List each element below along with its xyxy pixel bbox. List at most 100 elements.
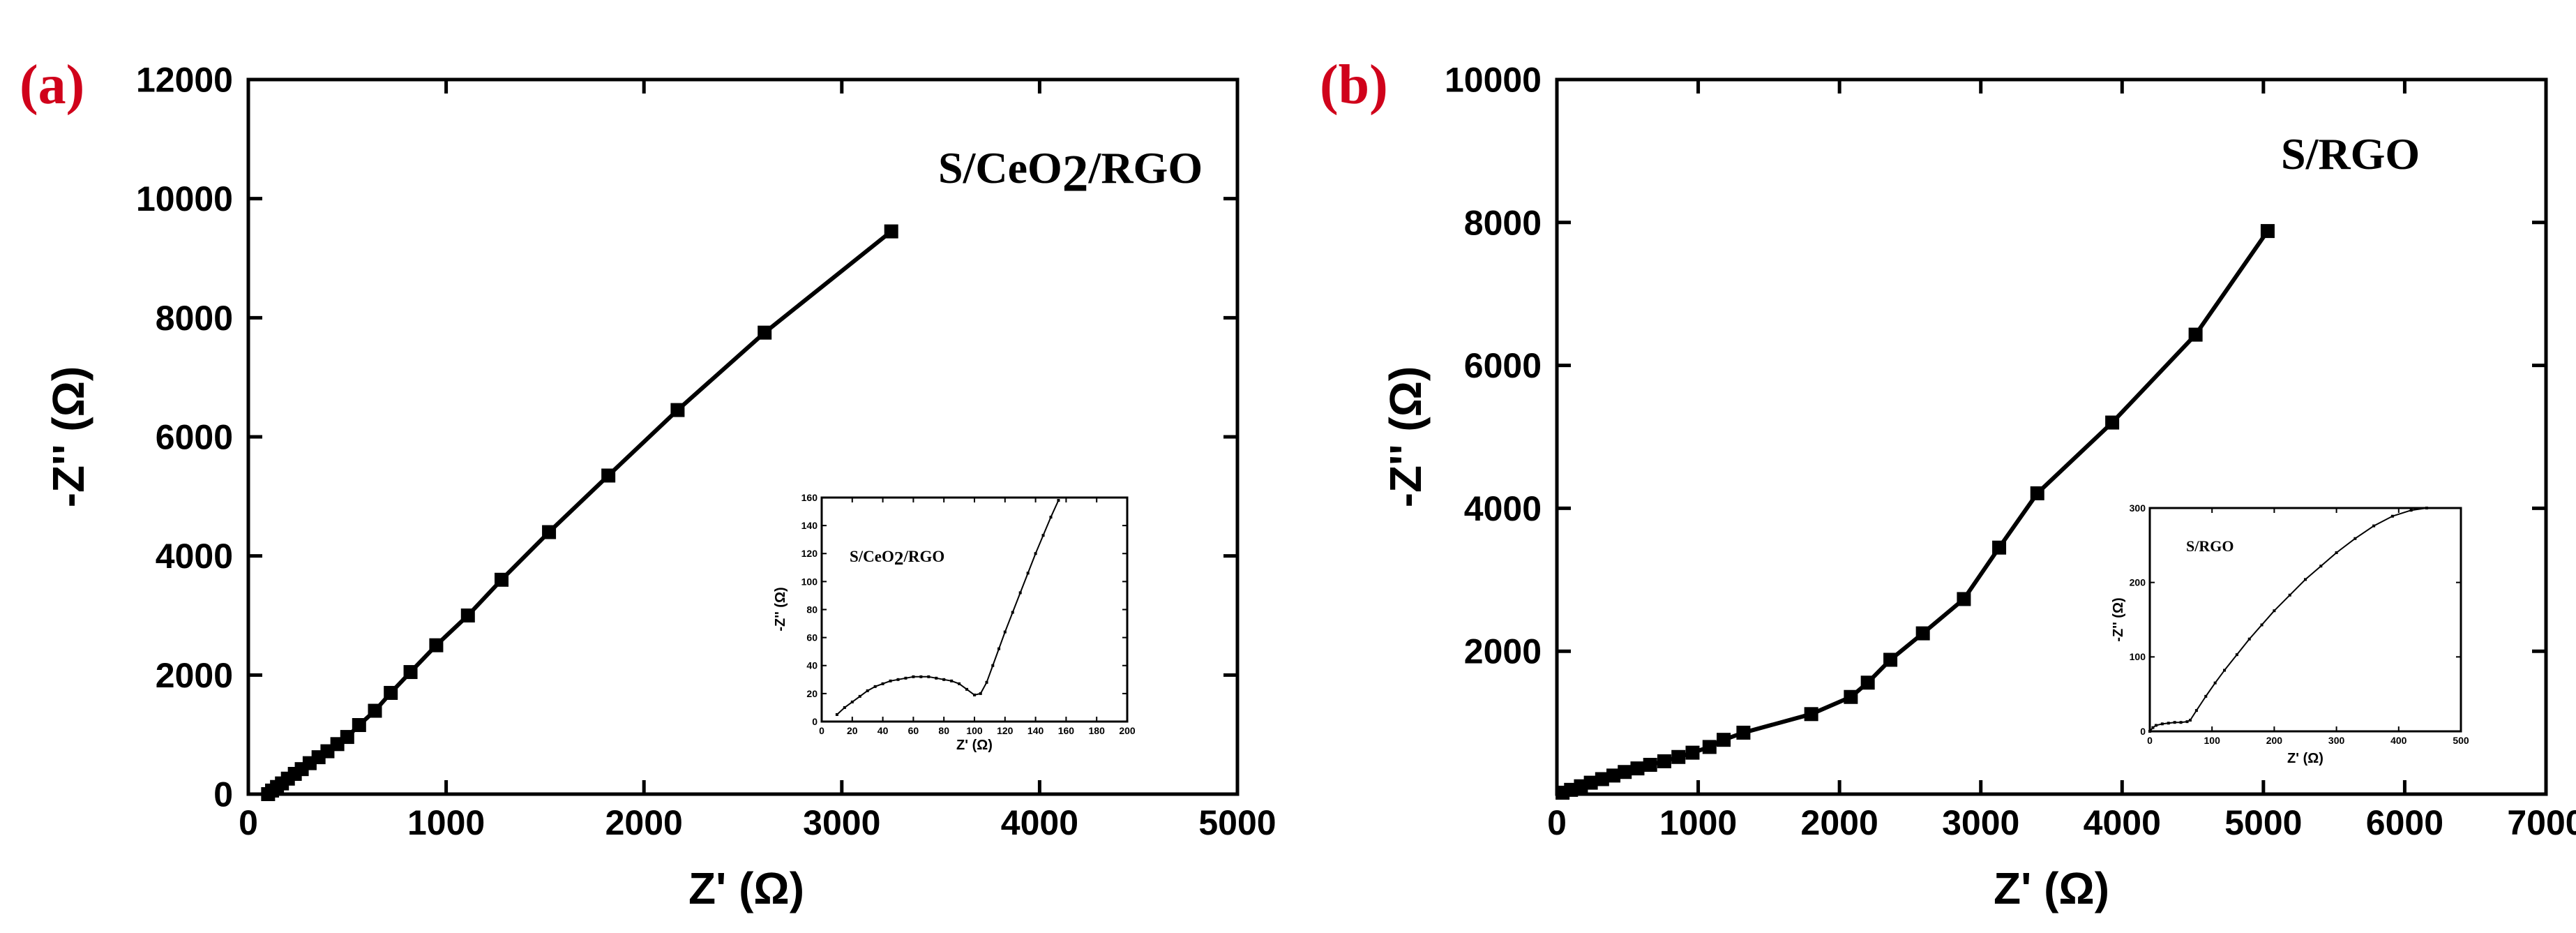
x-tick-label: 2000 <box>605 803 683 842</box>
inset-data-point <box>889 679 892 682</box>
inset-data-point <box>2260 623 2264 627</box>
inset-data-point <box>835 712 838 716</box>
x-tick-label: 6000 <box>2366 803 2443 842</box>
inset-x-tick-label: 200 <box>2266 735 2283 746</box>
inset-data-point <box>2188 719 2192 722</box>
data-point <box>495 572 509 587</box>
x-tick-label: 5000 <box>2224 803 2302 842</box>
inset-y-tick-label: 120 <box>801 548 818 559</box>
data-point <box>601 468 616 483</box>
inset-data-point <box>985 680 988 684</box>
x-tick-label: 1000 <box>1659 803 1737 842</box>
inset-x-axis-label: Z' (Ω) <box>2287 751 2323 766</box>
data-point <box>758 325 772 340</box>
data-point <box>884 224 898 239</box>
y-tick-label: 4000 <box>156 537 233 576</box>
inset-chart-b: 0 100 200 300 400 500 0 100 200 300 Z' (Ω) -Z'' (Ω)… <box>2111 502 2469 766</box>
inset-data-point <box>2160 722 2164 726</box>
data-point <box>1992 540 2007 555</box>
inset-data-point <box>843 706 846 709</box>
series-legend-label: S/CeO2/RGO <box>938 143 1203 203</box>
data-point <box>1618 765 1632 779</box>
data-point <box>429 638 444 652</box>
inset-x-tick-label: 20 <box>847 725 858 736</box>
data-point <box>1643 758 1657 772</box>
x-tick-label: 7000 <box>2507 803 2576 842</box>
inset-y-axis-label: -Z'' (Ω) <box>773 587 788 631</box>
data-point <box>1702 740 1717 754</box>
y-axis-label: -Z'' (Ω) <box>43 366 93 508</box>
inset-data-point <box>2167 722 2170 725</box>
y-tick-label: 12000 <box>136 61 233 100</box>
inset-data-point <box>2247 637 2251 641</box>
inset-data-point <box>896 678 900 681</box>
inset-data-point <box>2223 669 2227 672</box>
data-point <box>1685 745 1700 760</box>
inset-data-point <box>935 676 938 680</box>
inset-data-point <box>2304 578 2307 581</box>
series-legend-label-part: S/CeO <box>938 143 1062 193</box>
inset-data-point <box>991 664 995 667</box>
data-point <box>1583 775 1598 790</box>
inset-data-point <box>927 675 931 678</box>
inset-y-tick-label: 300 <box>2130 502 2146 514</box>
inset-data-point <box>1049 516 1053 519</box>
data-point <box>1595 772 1609 786</box>
data-point <box>2260 224 2275 239</box>
y-tick-label: 8000 <box>156 299 233 338</box>
inset-data-point <box>2273 609 2276 613</box>
inset-data-point <box>965 687 969 691</box>
inset-y-tick-label: 20 <box>806 688 818 699</box>
data-point <box>460 609 475 622</box>
inset-legend-label-part: S/CeO <box>850 548 894 565</box>
inset-data-point <box>912 675 915 678</box>
inset-data-point <box>2173 721 2176 724</box>
y-tick-label: 0 <box>213 775 233 814</box>
data-point <box>2105 415 2120 430</box>
inset-x-tick-label: 100 <box>2204 735 2221 746</box>
x-tick-label: 4000 <box>2084 803 2161 842</box>
plot-frame <box>1555 77 2548 796</box>
series-legend-label-part: /RGO <box>1088 143 1203 193</box>
inset-plot-frame <box>2148 507 2462 733</box>
inset-x-tick-label: 140 <box>1027 725 1044 736</box>
inset-data-point <box>1041 534 1045 537</box>
inset-legend-label: S/CeO2/RGO <box>850 548 944 569</box>
inset-y-tick-label: 140 <box>801 520 818 531</box>
data-point <box>1860 676 1875 690</box>
inset-y-tick-label: 0 <box>812 716 818 727</box>
inset-data-point <box>942 678 946 681</box>
inset-data-point <box>2194 709 2198 712</box>
inset-data-point <box>2319 565 2323 568</box>
inset-legend-label: S/RGO <box>2186 537 2234 555</box>
inset-x-tick-label: 120 <box>997 725 1014 736</box>
inset-data-point <box>2151 726 2155 729</box>
inset-data-point <box>850 700 854 703</box>
data-point <box>1844 689 1858 704</box>
x-axis-label: Z' (Ω) <box>688 863 804 913</box>
y-tick-label: 2000 <box>156 656 233 695</box>
inset-data-point <box>2409 509 2413 512</box>
inset-data-point <box>1034 552 1037 555</box>
x-tick-label: 4000 <box>1001 803 1078 842</box>
inset-x-tick-label: 60 <box>908 725 919 736</box>
x-tick-label: 5000 <box>1198 803 1276 842</box>
inset-data-point <box>979 692 982 695</box>
x-tick-label: 2000 <box>1801 803 1878 842</box>
inset-x-tick-label: 40 <box>878 725 889 736</box>
inset-data-point <box>2335 551 2338 554</box>
inset-legend-label-part: /RGO <box>903 548 944 565</box>
inset-data-point <box>919 675 923 678</box>
inset-data-point <box>1018 591 1022 595</box>
data-point <box>352 718 366 733</box>
inset-data-point <box>2288 593 2291 597</box>
inset-data-point <box>904 676 907 680</box>
inset-x-tick-label: 500 <box>2453 735 2469 746</box>
inset-x-tick-label: 80 <box>938 725 949 736</box>
inset-x-axis-label: Z' (Ω) <box>956 738 993 753</box>
chart-panel-b: (b)0 1000 2000 3000 4000 5000 6000 700020004000… <box>1320 54 2576 913</box>
inset-x-tick-label: 100 <box>966 725 983 736</box>
data-point <box>2188 327 2203 342</box>
inset-x-tick-label: 160 <box>1058 725 1075 736</box>
